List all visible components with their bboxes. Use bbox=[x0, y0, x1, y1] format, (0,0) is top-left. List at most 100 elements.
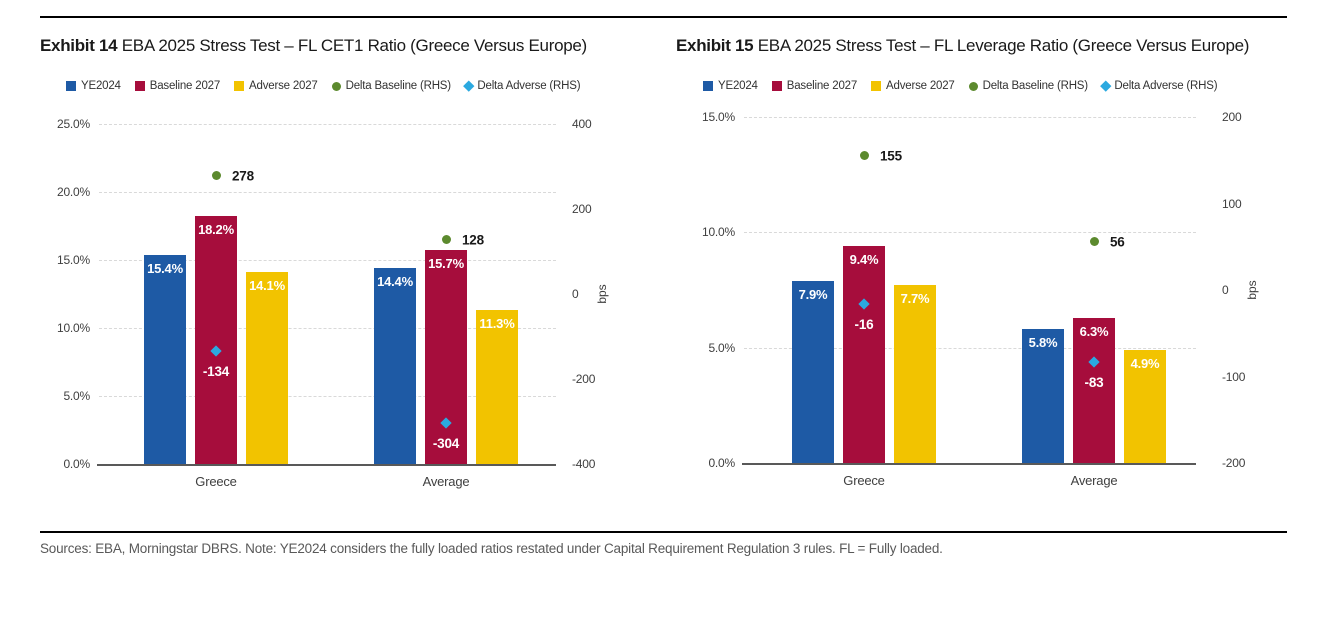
legend-item: YE2024 bbox=[703, 80, 758, 92]
bar-ye2024 bbox=[374, 268, 416, 464]
gridline bbox=[744, 347, 1196, 349]
legend-label: Baseline 2027 bbox=[149, 80, 221, 92]
legend-item: Baseline 2027 bbox=[771, 80, 858, 92]
point-value-label: -134 bbox=[202, 363, 230, 379]
y-axis-right-tick: 400 bbox=[572, 117, 592, 131]
legend-item: Delta Baseline (RHS) bbox=[968, 80, 1088, 92]
y-axis-right-tick: 200 bbox=[572, 202, 592, 216]
bar-adverse-2027 bbox=[1124, 349, 1166, 463]
exhibit-15-title-text: EBA 2025 Stress Test – FL Leverage Ratio… bbox=[757, 36, 1250, 55]
legend-item: Delta Adverse (RHS) bbox=[463, 80, 581, 92]
x-axis-line bbox=[742, 463, 1196, 465]
y-axis-left-tick: 0.0% bbox=[63, 457, 90, 471]
delta-baseline-dot bbox=[211, 171, 221, 181]
exhibit-14-label: Exhibit 14 bbox=[40, 36, 118, 55]
exhibit-15-title: Exhibit 15 EBA 2025 Stress Test – FL Lev… bbox=[676, 36, 1249, 56]
y-axis-left-tick: 10.0% bbox=[701, 225, 735, 240]
legend-label: Baseline 2027 bbox=[786, 80, 858, 92]
y-axis-left-tick: 15.0% bbox=[701, 110, 735, 124]
right-axis-unit-label: bps bbox=[595, 284, 609, 304]
legend-circle-icon bbox=[331, 81, 341, 91]
legend-label: YE2024 bbox=[81, 80, 121, 92]
bar-value-label: 15.7% bbox=[428, 256, 464, 272]
legend-label: Delta Adverse (RHS) bbox=[477, 80, 581, 92]
legend-item: Adverse 2027 bbox=[234, 80, 318, 92]
category-label: Greece bbox=[195, 474, 237, 489]
y-axis-left-tick: 10.0% bbox=[56, 321, 90, 335]
y-axis-right-tick: -200 bbox=[572, 372, 596, 386]
gridline bbox=[99, 124, 556, 125]
gridline bbox=[744, 232, 1196, 234]
bar-ye2024 bbox=[792, 280, 834, 463]
legend-square-icon bbox=[703, 81, 713, 91]
legend-diamond-icon bbox=[463, 80, 474, 92]
bar-adverse-2027 bbox=[246, 272, 288, 464]
gridline bbox=[99, 192, 556, 193]
top-divider bbox=[40, 16, 1287, 18]
exhibit-14-title-text: EBA 2025 Stress Test – FL CET1 Ratio (Gr… bbox=[121, 36, 587, 55]
delta-baseline-dot bbox=[859, 151, 869, 161]
legend-square-icon bbox=[871, 81, 882, 91]
bar-value-label: 18.2% bbox=[198, 222, 234, 238]
bar-value-label: 11.3% bbox=[479, 316, 515, 332]
y-axis-right-tick: -200 bbox=[1222, 456, 1246, 470]
legend-square-icon bbox=[771, 81, 782, 91]
legend-label: Adverse 2027 bbox=[249, 80, 318, 92]
gridline bbox=[99, 328, 556, 329]
exhibit-15-legend: YE2024 Baseline 2027 Adverse 2027 Delta Bas… bbox=[703, 80, 1218, 92]
bar-ye2024 bbox=[144, 254, 186, 464]
legend-label: Delta Adverse (RHS) bbox=[1114, 80, 1218, 92]
bar-value-label: 14.4% bbox=[377, 274, 413, 290]
legend-label: Delta Baseline (RHS) bbox=[345, 80, 451, 92]
y-axis-left-tick: 5.0% bbox=[708, 340, 735, 355]
y-axis-left-tick: 15.0% bbox=[56, 253, 90, 267]
legend-square-icon bbox=[66, 81, 76, 91]
legend-label: Delta Baseline (RHS) bbox=[982, 80, 1088, 92]
category-label: Average bbox=[422, 474, 470, 489]
y-axis-left-tick: 20.0% bbox=[56, 185, 90, 199]
legend-label: Adverse 2027 bbox=[886, 80, 955, 92]
bar-baseline-2027 bbox=[843, 246, 885, 463]
y-axis-right-tick: -400 bbox=[572, 457, 596, 471]
x-axis-line bbox=[97, 464, 556, 466]
gridline bbox=[99, 396, 556, 397]
delta-baseline-dot bbox=[1089, 237, 1099, 247]
right-axis-unit-label: bps bbox=[1245, 280, 1259, 300]
source-note: Sources: EBA, Morningstar DBRS. Note: YE… bbox=[40, 541, 943, 556]
y-axis-left-tick: 0.0% bbox=[708, 456, 735, 470]
exhibit-15-label: Exhibit 15 bbox=[676, 36, 754, 55]
bar-value-label: 7.9% bbox=[798, 286, 828, 302]
exhibit-14-legend: YE2024 Baseline 2027 Adverse 2027 Delta Bas… bbox=[66, 80, 581, 92]
bar-value-label: 4.9% bbox=[1130, 355, 1160, 371]
bar-value-label: 9.4% bbox=[849, 252, 879, 268]
bar-ye2024 bbox=[1022, 329, 1064, 463]
bar-value-label: 7.7% bbox=[900, 291, 930, 307]
bar-baseline-2027 bbox=[1073, 317, 1115, 463]
legend-item: Baseline 2027 bbox=[134, 80, 221, 92]
legend-item: Delta Adverse (RHS) bbox=[1100, 80, 1218, 92]
legend-label: YE2024 bbox=[718, 80, 758, 92]
legend-item: Adverse 2027 bbox=[871, 80, 955, 92]
bar-value-label: 14.1% bbox=[249, 278, 285, 294]
category-label: Average bbox=[1070, 473, 1118, 488]
bar-value-label: 5.8% bbox=[1028, 335, 1058, 351]
gridline bbox=[744, 117, 1196, 118]
point-value-label: -83 bbox=[1084, 374, 1104, 390]
bar-baseline-2027 bbox=[195, 216, 237, 464]
category-label: Greece bbox=[843, 473, 885, 488]
bar-value-label: 15.4% bbox=[147, 260, 183, 276]
bar-value-label: 6.3% bbox=[1079, 323, 1109, 339]
point-value-label: 128 bbox=[462, 232, 484, 248]
y-axis-right-tick: 0 bbox=[572, 287, 579, 301]
point-value-label: 155 bbox=[880, 148, 902, 164]
y-axis-left-tick: 5.0% bbox=[63, 389, 90, 403]
y-axis-right-tick: 0 bbox=[1222, 283, 1229, 297]
point-value-label: -304 bbox=[432, 436, 460, 452]
legend-square-icon bbox=[234, 81, 245, 91]
bar-baseline-2027 bbox=[425, 250, 467, 464]
y-axis-right-tick: -100 bbox=[1222, 369, 1246, 384]
gridline bbox=[99, 260, 556, 261]
legend-item: YE2024 bbox=[66, 80, 121, 92]
point-value-label: 278 bbox=[232, 168, 254, 184]
y-axis-right-tick: 200 bbox=[1222, 110, 1242, 124]
